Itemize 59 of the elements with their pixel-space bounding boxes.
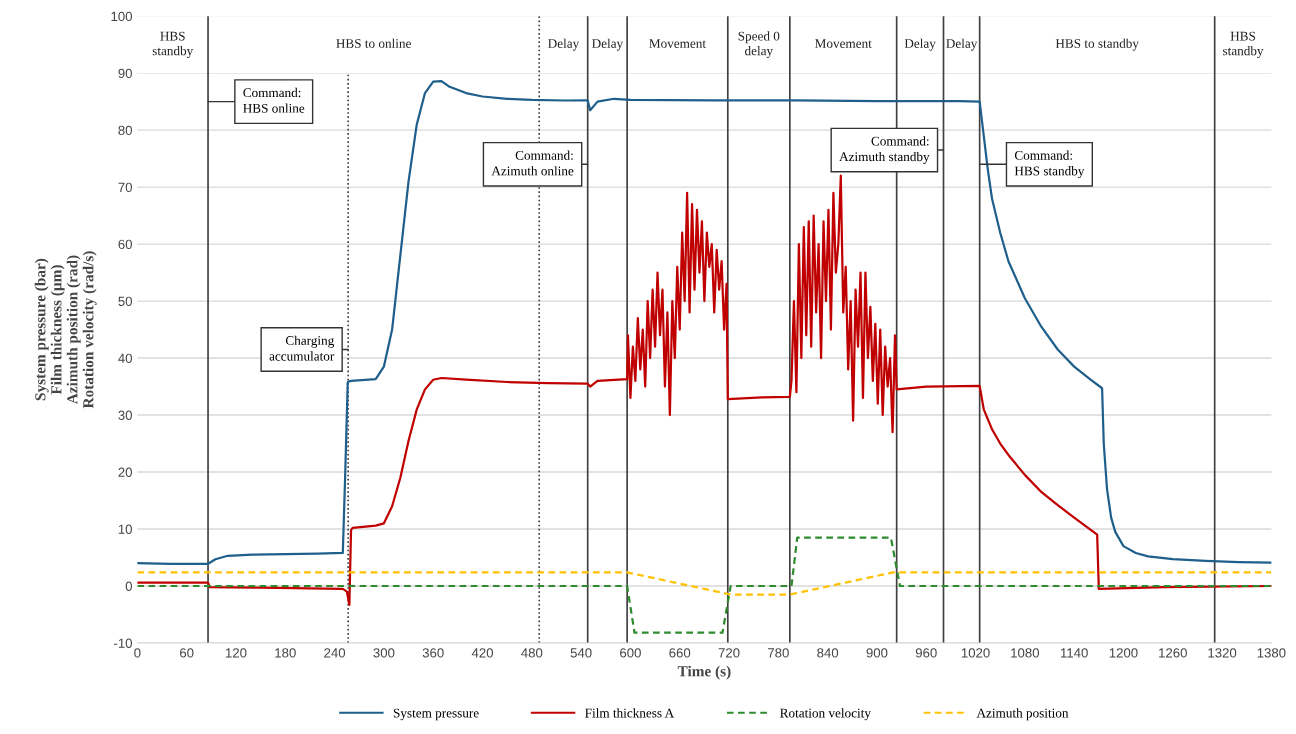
x-tick-label: 960 bbox=[915, 648, 937, 658]
y-tick-label: 70 bbox=[118, 182, 132, 193]
x-tick-label: 540 bbox=[570, 648, 592, 658]
legend-label: Azimuth position bbox=[976, 708, 1069, 721]
line-series bbox=[137, 80, 1272, 565]
band-label: Speed 0 delay bbox=[738, 31, 780, 58]
x-tick-label: 840 bbox=[817, 648, 839, 658]
band-label: Delay bbox=[904, 38, 936, 51]
x-tick-label: 1380 bbox=[1257, 648, 1286, 658]
x-tick-label: 1080 bbox=[1011, 648, 1040, 658]
y-tick-label: 100 bbox=[111, 11, 132, 22]
legend-label: Film thickness A bbox=[585, 708, 675, 718]
band-label: Movement bbox=[649, 39, 706, 48]
x-tick-label: 480 bbox=[521, 648, 543, 658]
x-axis-title: Time (s) bbox=[677, 665, 731, 680]
x-tick-label: 720 bbox=[718, 648, 740, 658]
legend-label: System pressure bbox=[393, 708, 479, 721]
x-tick-label: 0 bbox=[134, 648, 141, 658]
ref-line-label: Command: Azimuth standby bbox=[839, 136, 930, 164]
x-tick-label: 1140 bbox=[1060, 648, 1088, 658]
x-tick-label: 360 bbox=[422, 648, 444, 658]
band-label: HBS standby bbox=[152, 31, 194, 58]
band-label: HBS to standby bbox=[1055, 38, 1139, 51]
band-label: HBS standby bbox=[1223, 31, 1264, 58]
y-tick-label: 20 bbox=[118, 467, 132, 477]
x-tick-label: 420 bbox=[471, 648, 493, 658]
x-tick-label: 900 bbox=[866, 648, 888, 658]
ref-line-label: Command: Azimuth online bbox=[491, 150, 574, 176]
x-tick-label: 1260 bbox=[1159, 648, 1187, 658]
ref-line-label: Command: HBS standby bbox=[1014, 150, 1085, 179]
x-tick-label: 660 bbox=[669, 648, 691, 658]
y-tick-label: 80 bbox=[118, 125, 132, 136]
band-label: Delay bbox=[548, 38, 580, 51]
x-tick-label: 240 bbox=[324, 648, 346, 658]
x-tick-label: 300 bbox=[373, 648, 395, 658]
band-label: Delay bbox=[946, 38, 978, 51]
ref-line-label: Command: HBS online bbox=[243, 87, 305, 113]
y-tick-label: 0 bbox=[125, 581, 132, 591]
y-tick-label: 40 bbox=[118, 353, 132, 363]
x-tick-label: 1320 bbox=[1208, 648, 1237, 658]
x-tick-label: 120 bbox=[225, 648, 247, 658]
x-tick-label: 1020 bbox=[961, 648, 990, 658]
band-label: Delay bbox=[592, 38, 624, 51]
ref-line-label: Charging accumulator bbox=[269, 335, 335, 361]
y-tick-label: 90 bbox=[118, 68, 132, 79]
y-tick-label: -10 bbox=[114, 638, 132, 648]
band-label: Movement bbox=[815, 39, 872, 48]
x-tick-label: 1200 bbox=[1109, 648, 1138, 658]
y-tick-label: 50 bbox=[118, 296, 132, 306]
y-tick-label: 60 bbox=[118, 239, 132, 249]
y-tick-label: 30 bbox=[118, 410, 132, 420]
legend-label: Rotation velocity bbox=[780, 708, 871, 721]
band-label: HBS to online bbox=[336, 38, 411, 48]
x-tick-label: 780 bbox=[768, 648, 789, 658]
y-tick-label: 10 bbox=[118, 524, 132, 534]
x-tick-label: 180 bbox=[275, 648, 296, 658]
x-tick-label: 60 bbox=[180, 648, 194, 658]
y-axis-title: System pressure (bar) Film thickness (µm) Azimuth position (rad) Rotation velocity (rad/s) bbox=[34, 251, 97, 409]
x-tick-label: 600 bbox=[620, 648, 641, 658]
